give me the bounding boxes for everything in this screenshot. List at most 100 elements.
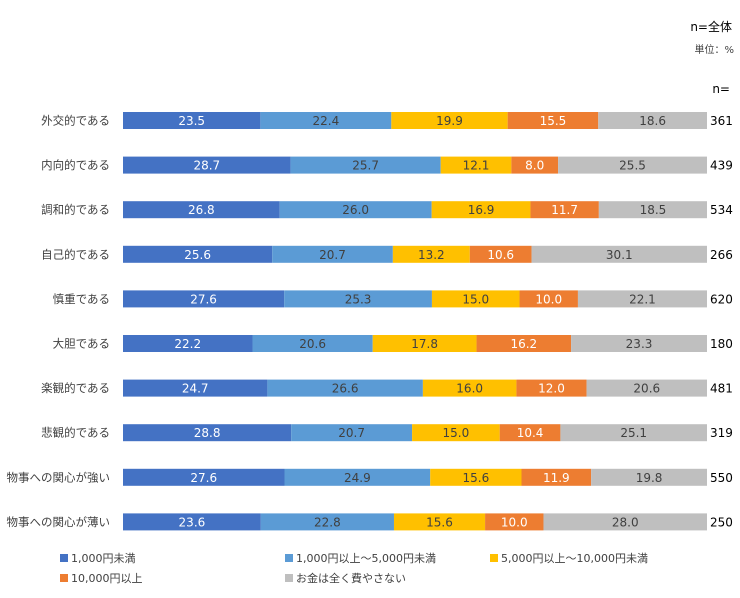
data-label: 23.6 <box>179 515 206 529</box>
category-label: 物事への関心が薄い <box>7 515 111 529</box>
bar-segment <box>267 379 423 397</box>
data-label: 18.5 <box>640 203 667 217</box>
data-label: 19.9 <box>436 114 463 128</box>
data-label: 26.0 <box>342 203 369 217</box>
bar-segment <box>391 112 508 129</box>
bar-segment <box>591 468 707 486</box>
n-value: 481 <box>710 382 733 396</box>
unit-note: 単位：% <box>694 45 734 56</box>
bar-segment <box>571 335 707 352</box>
bar-segment <box>393 513 486 531</box>
bar-segment <box>516 379 587 397</box>
data-label: 25.5 <box>619 159 646 173</box>
data-label: 10.6 <box>487 248 514 262</box>
category-label: 慎重である <box>53 292 110 306</box>
bar-segment <box>577 290 707 308</box>
legend-label: 10,000円以上 <box>71 572 143 585</box>
data-label: 24.7 <box>182 382 209 396</box>
bar-segment <box>586 379 707 397</box>
data-label: 10.0 <box>501 515 528 529</box>
n-value: 620 <box>710 292 733 306</box>
bar-segment <box>123 245 273 263</box>
bar-segment <box>430 468 522 486</box>
bar-segment <box>123 513 261 531</box>
bar-segment <box>291 424 413 442</box>
bar-segment <box>511 156 559 174</box>
bar-segment <box>392 245 470 263</box>
data-label: 20.7 <box>319 248 346 262</box>
n-value: 534 <box>710 203 733 217</box>
data-label: 26.6 <box>332 382 359 396</box>
data-label: 15.0 <box>443 426 470 440</box>
category-label: 内向的である <box>41 158 110 172</box>
data-label: 25.6 <box>184 248 211 262</box>
data-label: 10.4 <box>517 426 544 440</box>
bar-segment <box>558 156 707 174</box>
n-value: 439 <box>710 159 733 173</box>
bar-segment <box>431 290 520 308</box>
data-label: 15.6 <box>462 471 489 485</box>
legend-label: 1,000円以上～5,000円未満 <box>296 552 436 565</box>
data-label: 11.9 <box>543 471 570 485</box>
bar-segment <box>284 468 431 486</box>
bar-segment <box>272 245 393 263</box>
data-label: 25.3 <box>345 292 372 306</box>
bar-segment <box>372 335 477 352</box>
bar-segment <box>440 156 512 174</box>
bar-segment <box>431 201 531 219</box>
bar-segment <box>412 424 500 442</box>
bar-segment <box>123 156 291 174</box>
data-label: 24.9 <box>344 471 371 485</box>
n-header: n= <box>712 82 730 96</box>
data-label: 8.0 <box>525 159 544 173</box>
bar-segment <box>469 245 532 263</box>
data-label: 23.3 <box>626 337 653 351</box>
bar-segment <box>260 513 394 531</box>
data-label: 16.0 <box>456 382 483 396</box>
data-label: 30.1 <box>606 248 633 262</box>
legend-swatch <box>490 554 498 562</box>
data-label: 15.0 <box>462 292 489 306</box>
data-label: 23.5 <box>178 114 205 128</box>
bar-segment <box>521 468 592 486</box>
data-label: 28.7 <box>193 159 220 173</box>
legend-item: 10,000円以上 <box>60 570 143 586</box>
data-label: 17.8 <box>411 337 438 351</box>
data-label: 28.0 <box>612 515 639 529</box>
data-label: 22.2 <box>174 337 201 351</box>
bar-segment <box>476 335 572 352</box>
legend-swatch <box>285 574 293 582</box>
bar-segment <box>422 379 517 397</box>
legend-item: 1,000円未満 <box>60 550 136 566</box>
legend-item: お金は全く費やさない <box>285 570 406 586</box>
bar-segment <box>530 201 599 219</box>
n-value: 319 <box>710 426 733 440</box>
data-label: 12.1 <box>463 159 490 173</box>
bar-segment <box>543 513 707 531</box>
legend-label: お金は全く費やさない <box>296 572 406 585</box>
category-label: 大胆である <box>53 337 110 351</box>
data-label: 27.6 <box>190 292 217 306</box>
n-value: 180 <box>710 337 733 351</box>
category-label: 外交的である <box>41 114 110 128</box>
bar-segment <box>123 379 268 397</box>
bar-segment <box>284 290 432 308</box>
bar-segment <box>123 424 292 442</box>
bar-segment <box>252 335 373 352</box>
category-label: 悲観的である <box>41 426 110 440</box>
data-label: 20.6 <box>633 382 660 396</box>
data-label: 13.2 <box>418 248 445 262</box>
bar-segment <box>123 468 285 486</box>
data-label: 22.1 <box>629 292 656 306</box>
data-label: 28.8 <box>194 426 221 440</box>
n-value: 361 <box>710 114 733 128</box>
bar-segment <box>123 201 280 219</box>
data-label: 22.8 <box>314 515 341 529</box>
bar-segment <box>260 112 392 129</box>
data-label: 16.2 <box>510 337 537 351</box>
data-label: 25.1 <box>620 426 647 440</box>
legend-item: 5,000円以上～10,000円未満 <box>490 550 648 566</box>
legend-swatch <box>285 554 293 562</box>
bar-segment <box>290 156 441 174</box>
